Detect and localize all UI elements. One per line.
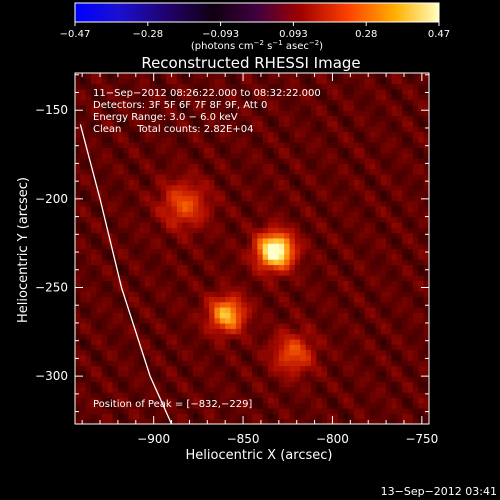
chart-title: Reconstructed RHESSI Image — [141, 54, 360, 72]
y-tick-label: −150 — [35, 103, 68, 117]
colorbar-tick-label: 0.47 — [428, 29, 450, 40]
footer-date: 13−Sep−2012 03:41 — [381, 485, 497, 498]
plot-frame — [74, 72, 430, 425]
y-tick-label: −200 — [35, 192, 68, 206]
y-tick-label: −250 — [35, 281, 68, 295]
colorbar: −0.47 −0.28 −0.093 0.093 0.28 0.47 (photons c… — [60, 2, 450, 52]
image-info: 11−Sep−2012 08:26:22.000 to 08:32:22.000… — [93, 88, 321, 410]
colorbar-tick-label: 0.093 — [279, 29, 308, 40]
x-tick-label: −900 — [137, 432, 170, 446]
colorbar-tick-label: 0.28 — [355, 29, 377, 40]
x-tick-label: −750 — [405, 432, 438, 446]
time-range-text: 11−Sep−2012 08:26:22.000 to 08:32:22.000 — [93, 88, 321, 99]
axis-ticks: −900 −850 −800 −750 −150 −200 −250 −300 — [35, 73, 438, 446]
colorbar-tick-label: −0.28 — [132, 29, 163, 40]
y-tick-label: −300 — [35, 369, 68, 383]
colorbar-ticks: −0.47 −0.28 −0.093 0.093 0.28 0.47 — [60, 22, 450, 40]
clean-counts-text: Clean Total counts: 2.82E+04 — [93, 124, 253, 135]
heatmap-plot: −900 −850 −800 −750 −150 −200 −250 −300 — [35, 72, 438, 446]
x-tick-label: −800 — [316, 432, 349, 446]
colorbar-unit-label: (photons cm−2 s−1 asec−2) — [191, 39, 323, 52]
y-axis-label: Heliocentric Y (arcsec) — [16, 177, 31, 323]
solar-limb-curve — [79, 124, 173, 424]
detectors-text: Detectors: 3F 5F 6F 7F 8F 9F, Att 0 — [93, 100, 267, 111]
colorbar-tick-label: −0.47 — [60, 29, 91, 40]
x-tick-label: −850 — [227, 432, 260, 446]
energy-range-text: Energy Range: 3.0 − 6.0 keV — [93, 112, 238, 123]
x-axis-label: Heliocentric X (arcsec) — [186, 448, 333, 463]
colorbar-bar — [74, 2, 440, 23]
heatmap-cells — [75, 73, 429, 424]
peak-position-text: Position of Peak = [−832,−229] — [93, 399, 252, 410]
colorbar-tick-label: −0.093 — [202, 29, 239, 40]
